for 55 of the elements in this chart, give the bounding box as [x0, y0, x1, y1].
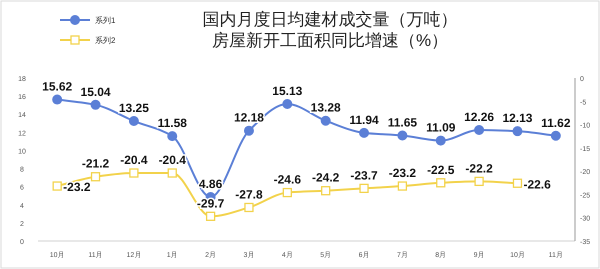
- point: [397, 130, 408, 141]
- data-label: 4.86: [198, 176, 223, 191]
- point: [321, 186, 330, 196]
- legend-label: 系列1: [95, 16, 116, 25]
- point: [282, 98, 292, 109]
- point: [320, 116, 331, 126]
- data-label: 11.62: [541, 116, 571, 130]
- data-label: 15.62: [42, 80, 73, 94]
- data-label: -23.2: [63, 180, 91, 194]
- data-label: -24.6: [274, 172, 302, 187]
- data-label: 12.26: [464, 110, 494, 124]
- data-label: -20.4: [120, 153, 148, 168]
- data-label: 11.94: [349, 112, 380, 127]
- point: [90, 172, 100, 182]
- point: [474, 124, 484, 135]
- data-label: -21.2: [82, 156, 110, 171]
- point: [550, 130, 561, 141]
- data-label: -27.8: [235, 187, 263, 202]
- data-label: -23.7: [350, 168, 378, 182]
- data-label: 13.28: [310, 100, 342, 115]
- data-label: -20.4: [158, 153, 186, 168]
- data-label: -22.2: [465, 161, 494, 176]
- point: [168, 168, 177, 178]
- chart-subtitle: 房屋新开工面积同比增速（%）: [212, 31, 448, 50]
- point: [512, 178, 522, 188]
- point: [282, 188, 292, 198]
- point: [206, 212, 216, 221]
- data-label: 15.13: [272, 84, 303, 98]
- point: [244, 126, 254, 136]
- point: [52, 94, 62, 105]
- point: [167, 131, 178, 142]
- legend-label: 系列2: [95, 36, 116, 45]
- point: [52, 181, 62, 191]
- data-label: 11.58: [158, 116, 188, 130]
- data-label: -22.5: [427, 162, 455, 177]
- chart-title: 国内月度日均建材成交量（万吨）: [202, 10, 458, 29]
- point: [129, 168, 139, 178]
- data-label: 11.09: [426, 120, 456, 135]
- point: [244, 202, 254, 212]
- data-label: -22.6: [523, 177, 552, 192]
- data-label: 13.25: [118, 101, 150, 116]
- data-label: -23.2: [388, 166, 416, 180]
- point: [398, 181, 408, 191]
- point: [90, 100, 101, 110]
- data-label: -24.2: [312, 170, 340, 185]
- data-label: 11.65: [388, 116, 418, 130]
- point: [128, 116, 139, 126]
- point: [359, 184, 369, 194]
- point: [512, 126, 522, 136]
- point: [436, 136, 446, 146]
- point: [474, 176, 484, 186]
- point: [359, 128, 370, 138]
- data-label: 15.04: [80, 84, 111, 99]
- data-label: 12.13: [502, 111, 533, 126]
- point: [436, 178, 446, 188]
